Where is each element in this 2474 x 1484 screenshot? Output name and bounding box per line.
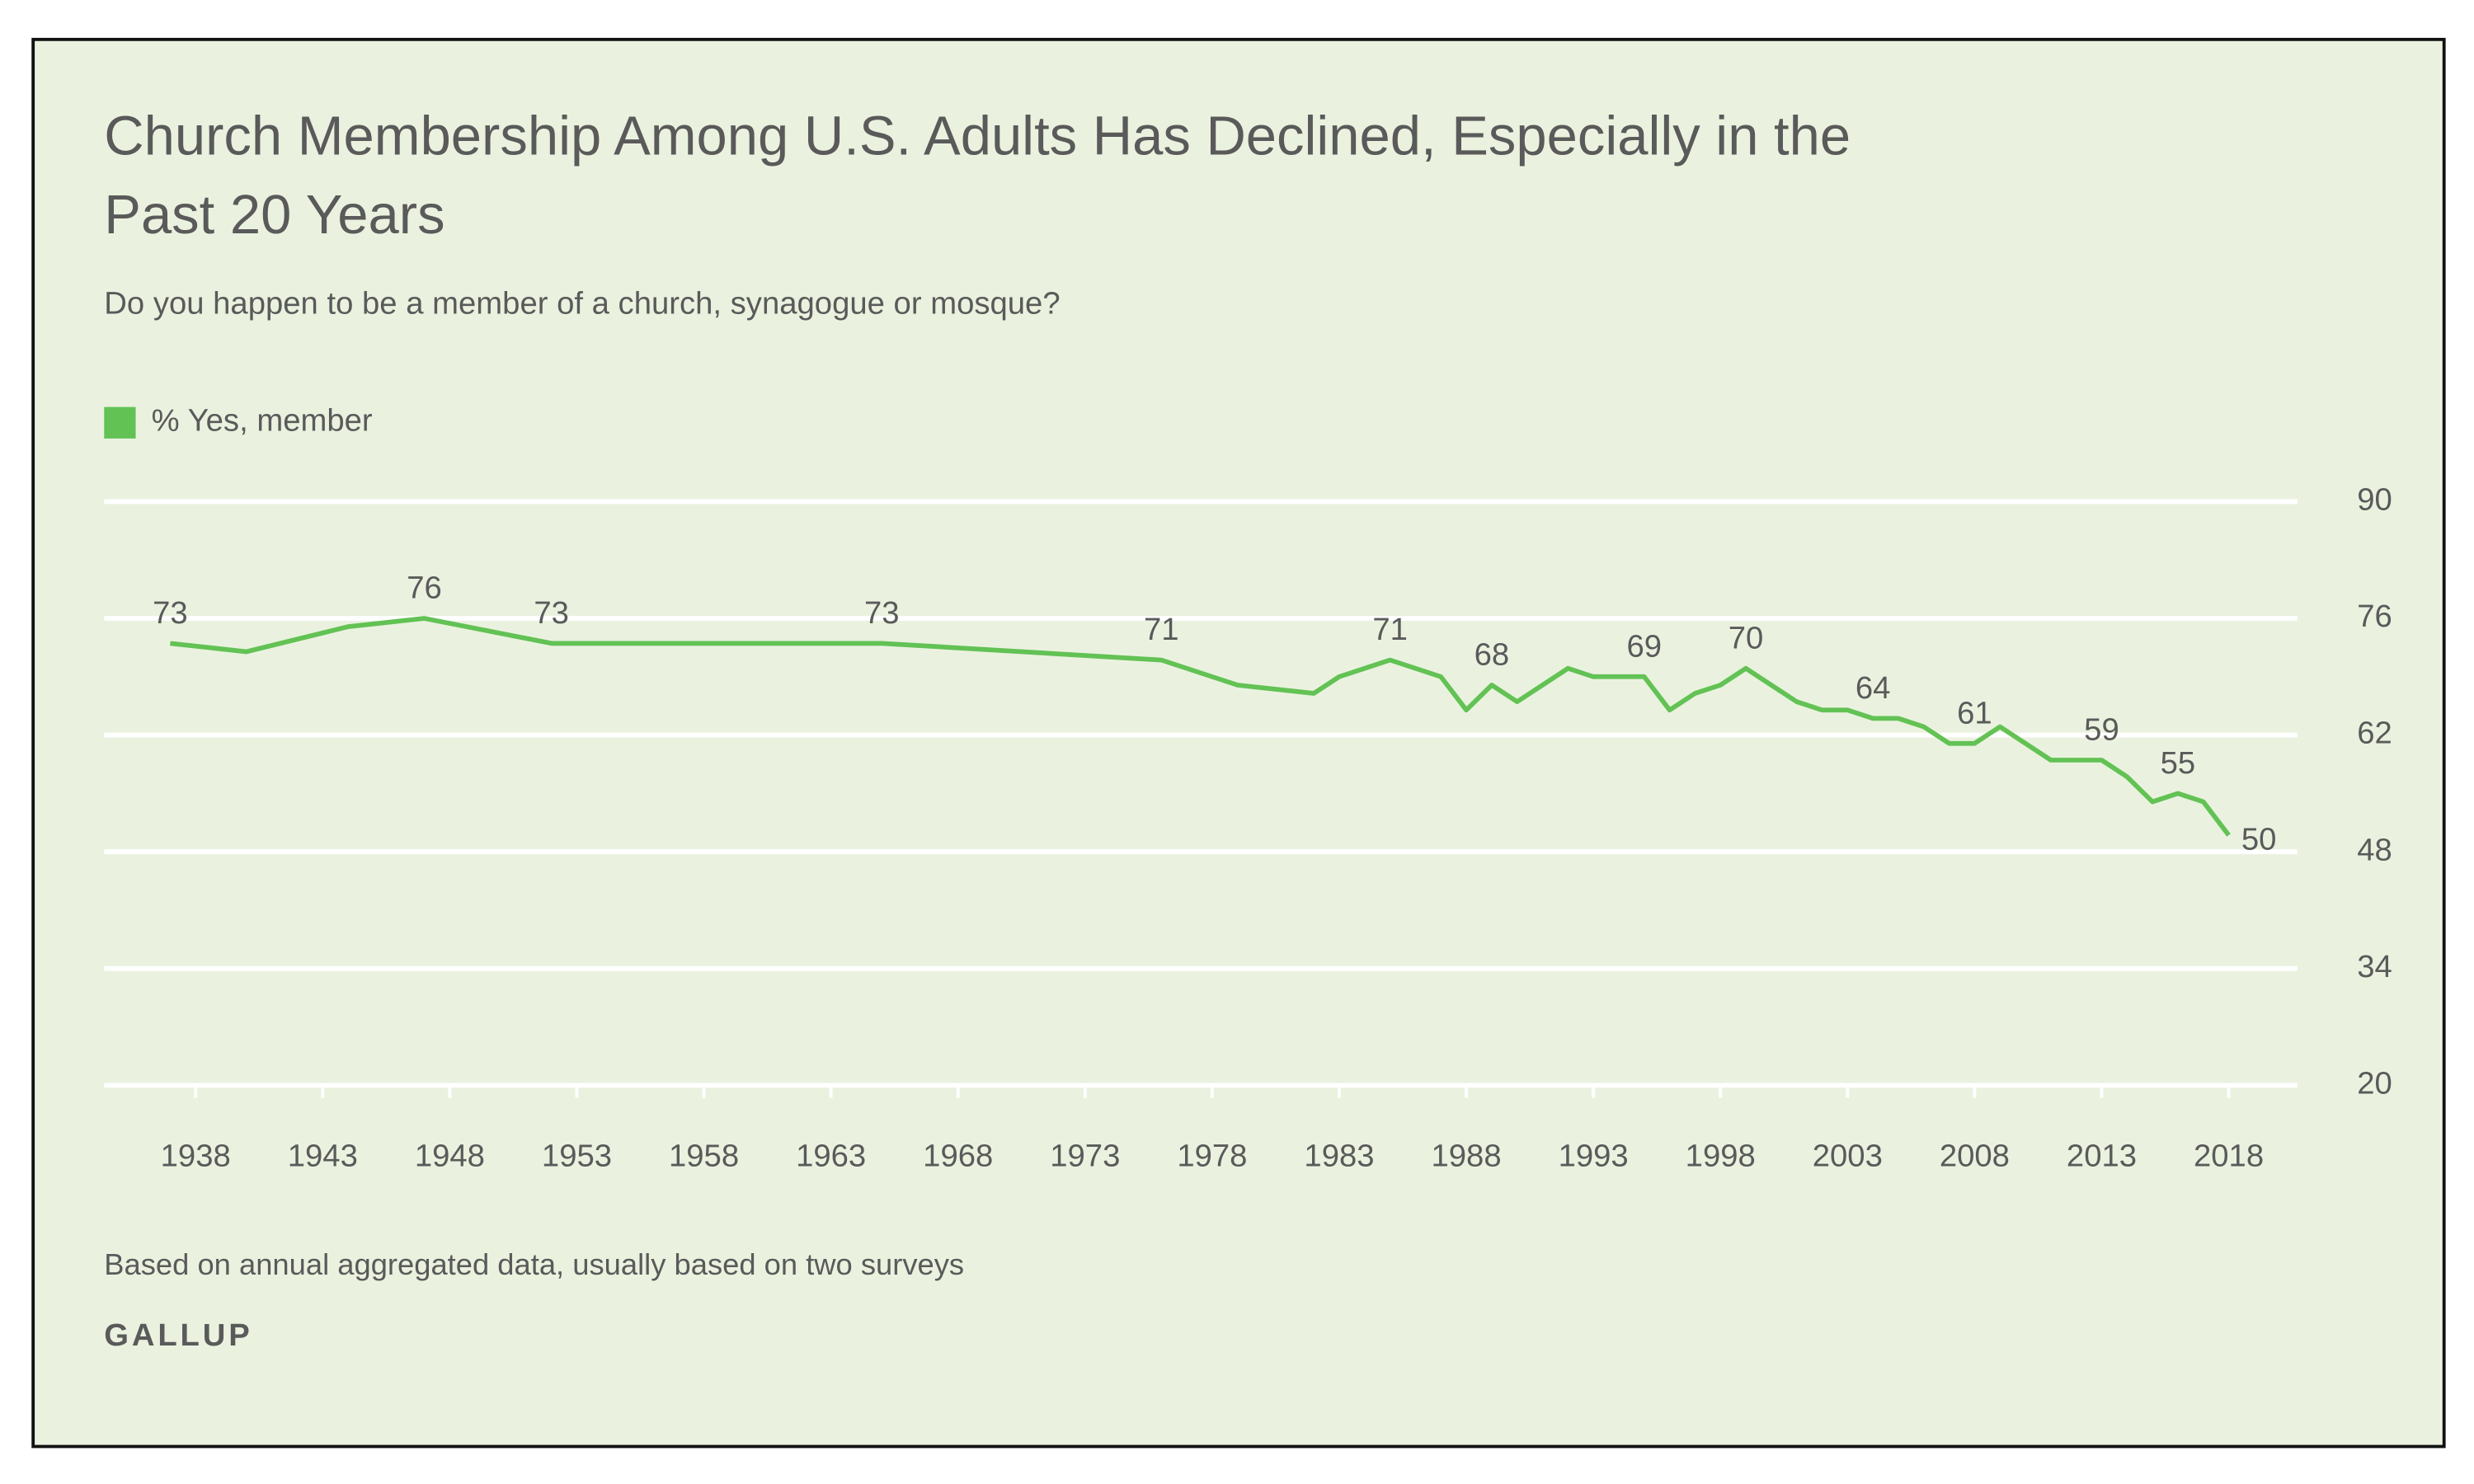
x-tick-label: 2008: [1940, 1138, 2010, 1173]
data-label: 55: [2161, 745, 2196, 781]
data-label: 73: [153, 595, 188, 631]
x-tick-label: 2018: [2194, 1138, 2264, 1173]
y-tick-label: 48: [2357, 832, 2392, 867]
data-line: [170, 616, 2231, 837]
x-tick-label: 1943: [288, 1138, 358, 1173]
legend-swatch: [104, 406, 136, 438]
chart-frame: [31, 37, 2446, 1449]
data-label: 73: [864, 595, 900, 631]
y-tick-label: 76: [2357, 599, 2392, 634]
data-label: 73: [534, 595, 569, 631]
data-label: 68: [1475, 637, 1510, 673]
x-tick-label: 1953: [542, 1138, 612, 1173]
legend-label: % Yes, member: [151, 403, 373, 439]
data-label: 76: [407, 571, 442, 606]
chart-subtitle: Do you happen to be a member of a church…: [104, 287, 1061, 322]
x-tick-label: 1983: [1304, 1138, 1374, 1173]
y-tick-label: 90: [2357, 482, 2392, 518]
x-tick-label: 1998: [1686, 1138, 1756, 1173]
data-label: 69: [1627, 628, 1663, 664]
data-label: 50: [2241, 822, 2277, 857]
data-label: 59: [2084, 712, 2119, 748]
chart-title: Church Membership Among U.S. Adults Has …: [104, 106, 1851, 247]
x-tick-label: 1978: [1177, 1138, 1247, 1173]
x-tick-label: 1993: [1559, 1138, 1629, 1173]
x-tick-label: 1958: [669, 1138, 739, 1173]
x-tick-label: 1948: [415, 1138, 485, 1173]
data-label: 61: [1957, 695, 1992, 730]
legend: % Yes, member: [104, 403, 373, 440]
x-tick-label: 2003: [1813, 1138, 1883, 1173]
x-tick-label: 1968: [923, 1138, 993, 1173]
data-label: 71: [1372, 612, 1408, 647]
x-tick-label: 1973: [1050, 1138, 1120, 1173]
data-label: 64: [1856, 670, 1891, 706]
x-tick-label: 1963: [796, 1138, 866, 1173]
x-tick-label: 1938: [161, 1138, 231, 1173]
chart-note: Based on annual aggregated data, usually…: [104, 1249, 965, 1283]
chart-source: GALLUP: [104, 1318, 253, 1354]
data-label: 71: [1144, 612, 1179, 647]
y-tick-label: 34: [2357, 949, 2392, 984]
x-tick-label: 2013: [2067, 1138, 2137, 1173]
data-label: 70: [1729, 620, 1764, 655]
x-tick-label: 1988: [1432, 1138, 1502, 1173]
y-tick-label: 20: [2357, 1065, 2392, 1101]
y-tick-label: 62: [2357, 716, 2392, 751]
